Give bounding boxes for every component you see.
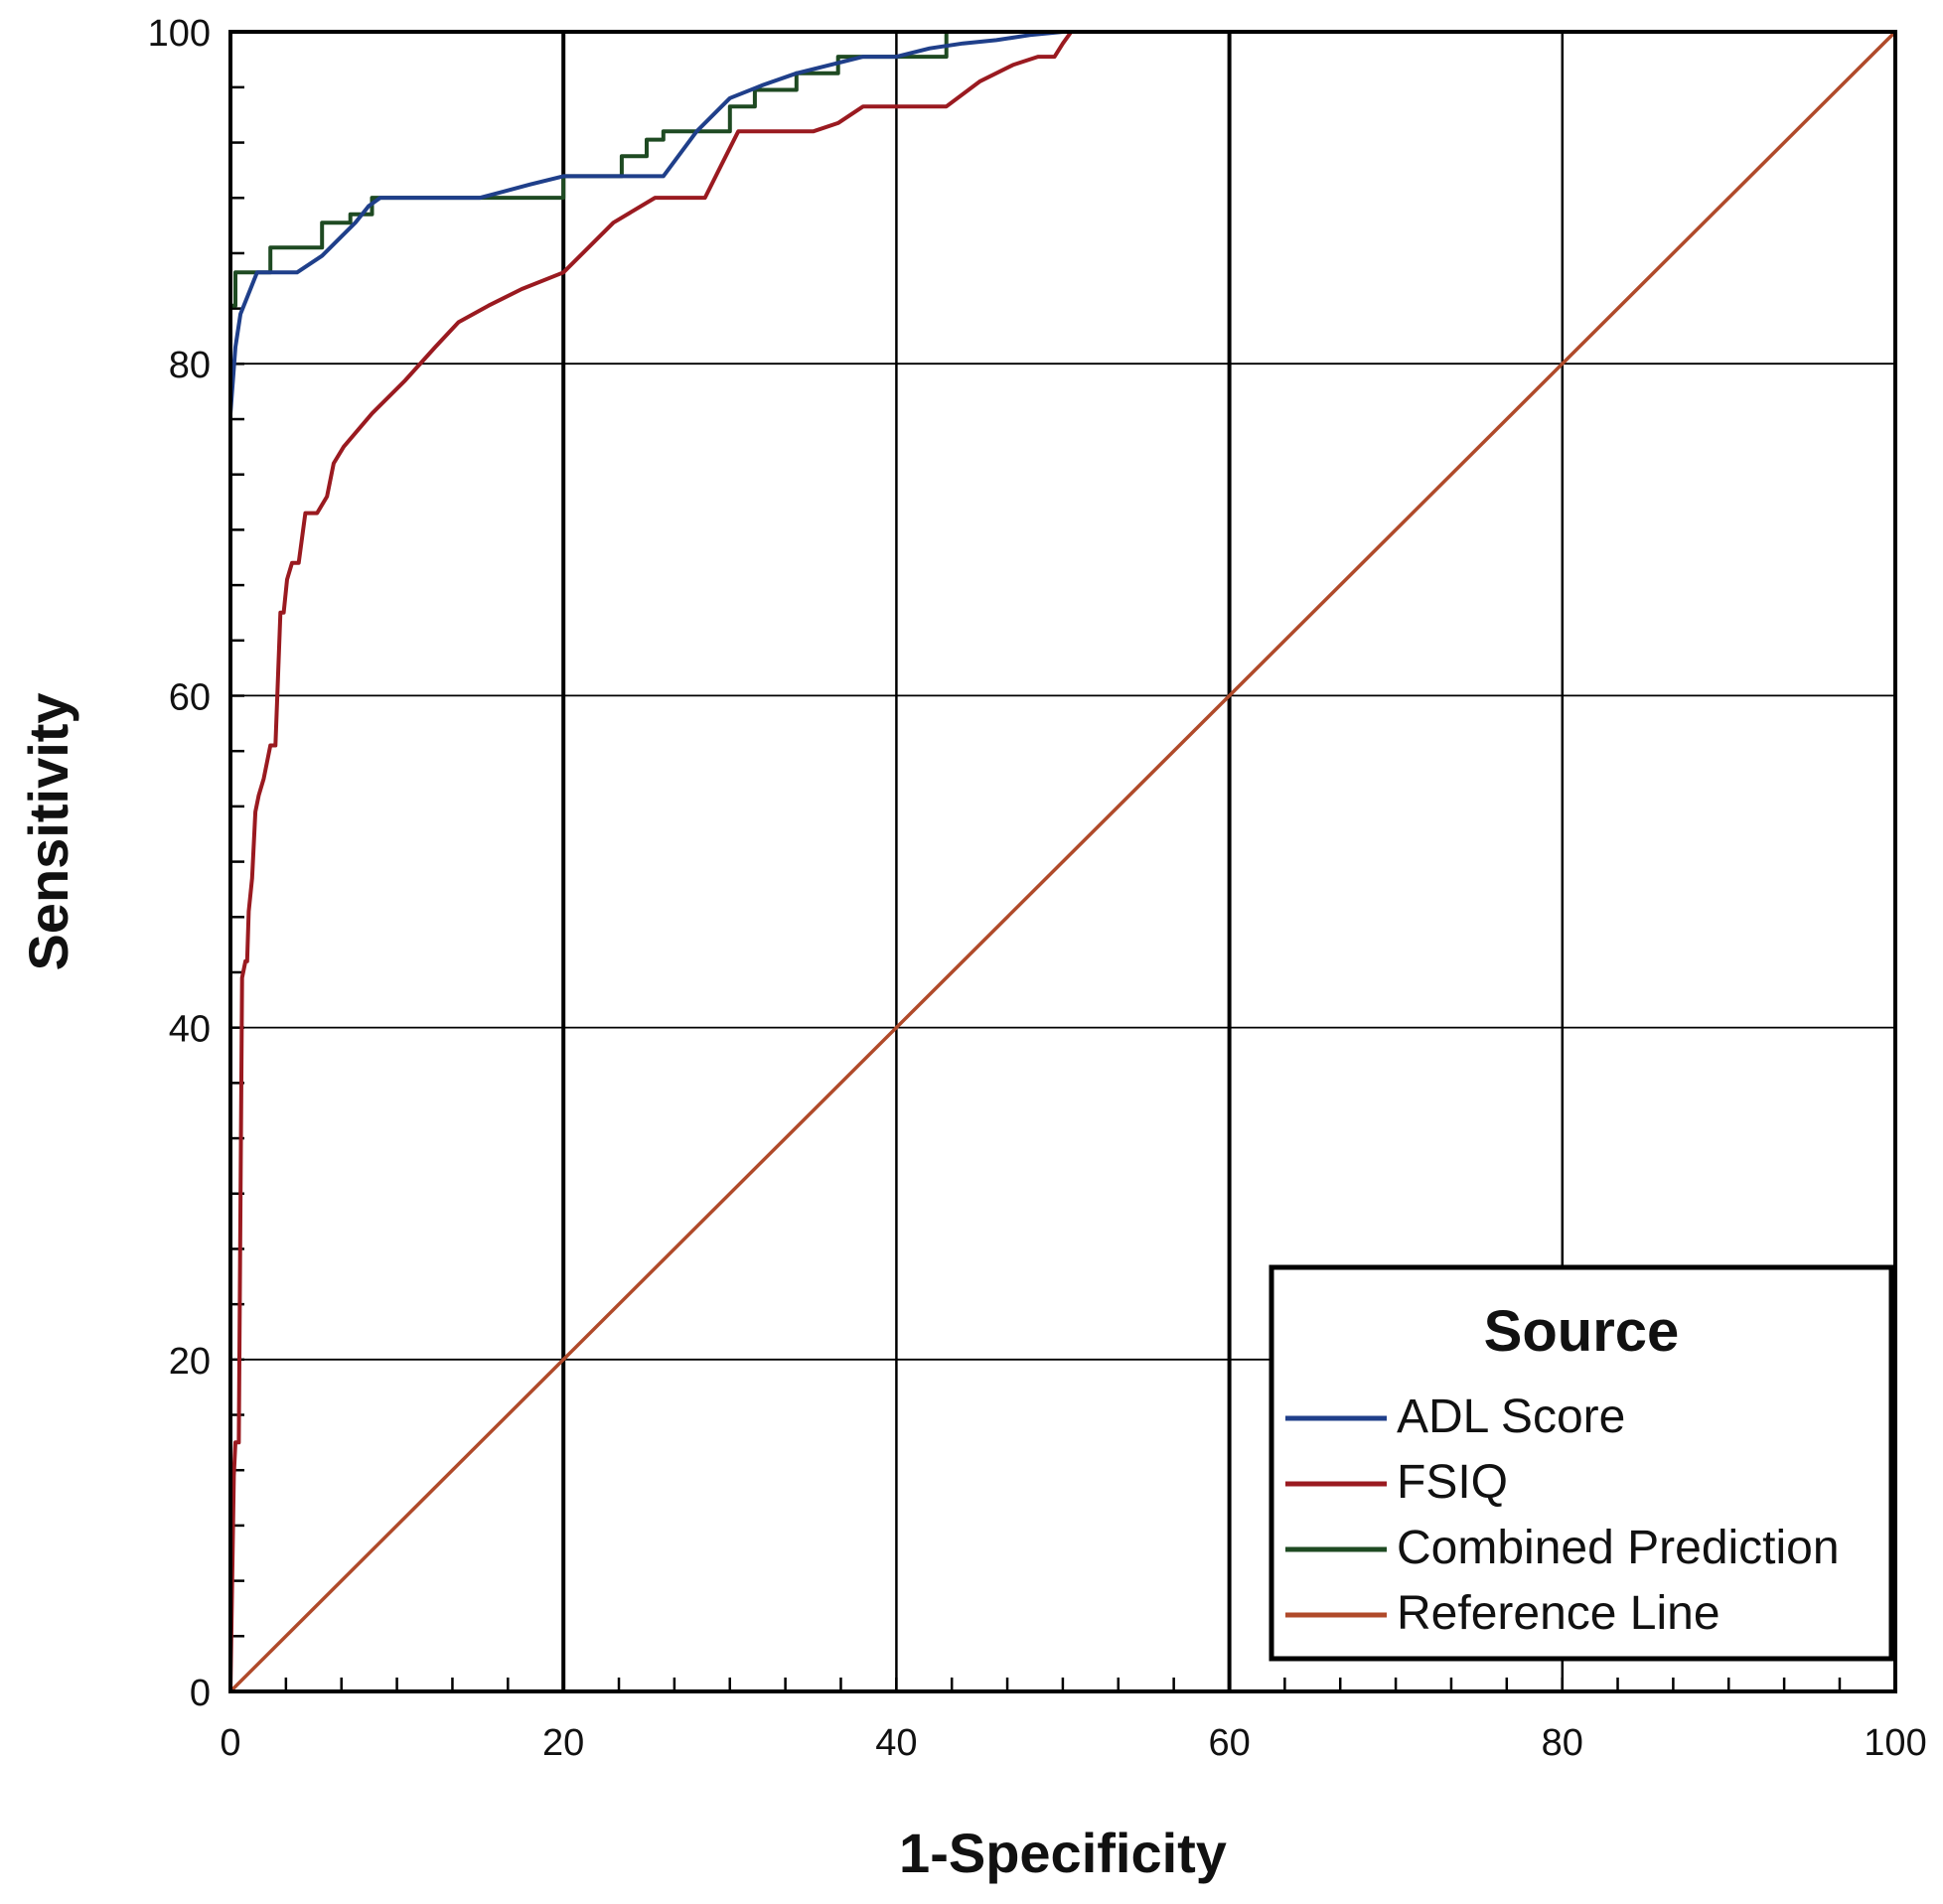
series-line-reference-line [228,30,1897,1693]
x-tick-label: 40 [875,1722,917,1764]
y-tick-label: 20 [169,1341,211,1383]
x-tick-labels: 0 20 40 60 80 100 [220,1722,1926,1764]
legend-label: Combined Prediction [1397,1522,1840,1574]
series-line-adl-score [228,30,1895,414]
minor-ticks [230,30,1897,1691]
x-tick-label: 60 [1208,1722,1250,1764]
legend-items: ADL Score FSIQ Combined Prediction Referenc… [1285,1391,1840,1640]
x-tick-label: 0 [220,1722,240,1764]
legend-label: ADL Score [1397,1391,1625,1443]
y-tick-label: 100 [148,13,211,55]
y-tick-label: 0 [190,1673,211,1714]
x-tick-label: 20 [542,1722,584,1764]
series-line-fsiq [228,30,1895,1692]
y-tick-label: 40 [169,1009,211,1051]
x-axis-title: 1-Specificity [899,1822,1227,1884]
legend-item-fsiq: FSIQ [1285,1456,1508,1509]
legend-label: Reference Line [1397,1587,1720,1640]
y-tick-label: 60 [169,676,211,718]
y-tick-label: 80 [169,345,211,386]
y-axis-title: Sensitivity [17,692,79,970]
x-tick-label: 100 [1864,1722,1926,1764]
series-lines [228,30,1897,1693]
legend-label: FSIQ [1397,1456,1508,1509]
series-line-combined-prediction [228,30,1895,1691]
legend-item-reference-line: Reference Line [1285,1587,1720,1640]
y-tick-labels: 0 20 40 60 80 100 [148,13,211,1714]
legend: Source ADL Score FSIQ Combined Prediction R… [1269,1264,1894,1662]
legend-box [1269,1264,1894,1662]
legend-item-combined-prediction: Combined Prediction [1285,1522,1840,1574]
legend-title: Source [1484,1299,1680,1364]
plot-frame [228,30,1897,1693]
legend-item-adl-score: ADL Score [1285,1391,1625,1443]
x-tick-label: 80 [1542,1722,1583,1764]
